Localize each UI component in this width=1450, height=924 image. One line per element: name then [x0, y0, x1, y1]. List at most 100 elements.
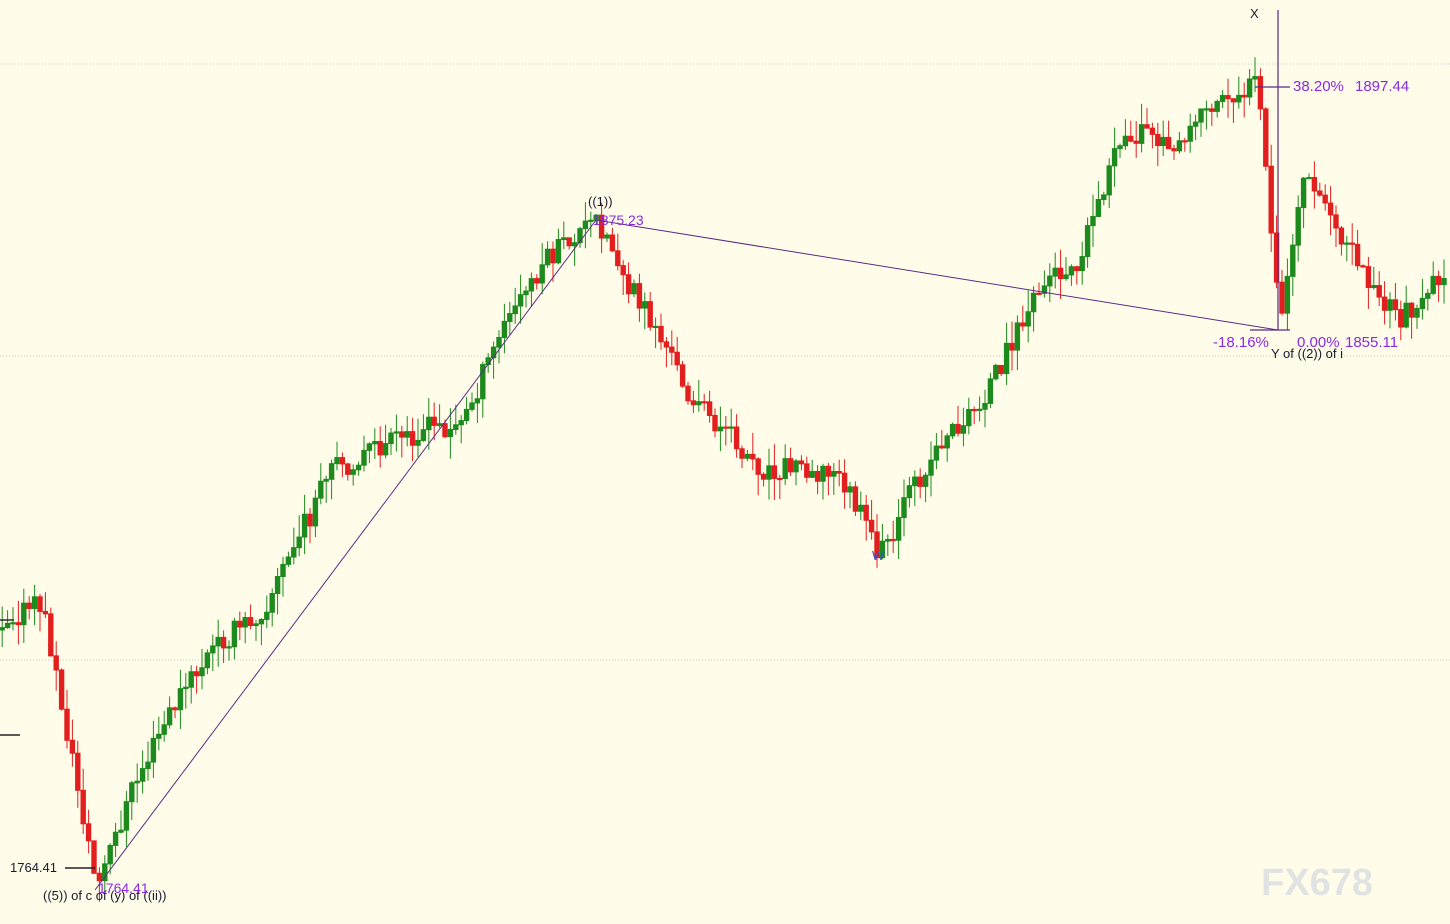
- candle-body[interactable]: [1220, 96, 1224, 102]
- candle-body[interactable]: [734, 427, 738, 449]
- candle-body[interactable]: [670, 347, 674, 352]
- candle-body[interactable]: [454, 425, 458, 430]
- candle-body[interactable]: [238, 621, 242, 627]
- candle-body[interactable]: [1134, 141, 1138, 143]
- candle-body[interactable]: [1058, 268, 1062, 278]
- candle-body[interactable]: [686, 386, 690, 401]
- candle-body[interactable]: [783, 459, 787, 479]
- candle-body[interactable]: [610, 235, 614, 251]
- candle-body[interactable]: [675, 352, 679, 365]
- candle-body[interactable]: [443, 424, 447, 437]
- candle-body[interactable]: [1307, 178, 1311, 179]
- candle-body[interactable]: [648, 302, 652, 327]
- candle-body[interactable]: [729, 427, 733, 428]
- candle-body[interactable]: [923, 475, 927, 486]
- candle-body[interactable]: [653, 326, 657, 327]
- candle-body[interactable]: [913, 477, 917, 486]
- candle-body[interactable]: [470, 403, 474, 409]
- candle-body[interactable]: [119, 830, 123, 832]
- candle-body[interactable]: [794, 461, 798, 472]
- candle-body[interactable]: [886, 539, 890, 541]
- candle-body[interactable]: [1285, 276, 1289, 313]
- candle-body[interactable]: [1269, 166, 1273, 233]
- candle-body[interactable]: [1096, 199, 1100, 216]
- candle-body[interactable]: [751, 454, 755, 459]
- candle-body[interactable]: [956, 424, 960, 433]
- candle-body[interactable]: [1291, 245, 1295, 276]
- candle-body[interactable]: [1026, 312, 1030, 326]
- candle-body[interactable]: [1150, 128, 1154, 134]
- candle-body[interactable]: [70, 740, 74, 753]
- candle-body[interactable]: [383, 444, 387, 455]
- candle-body[interactable]: [583, 221, 587, 229]
- candle-body[interactable]: [1350, 243, 1354, 244]
- candle-body[interactable]: [151, 738, 155, 762]
- candle-body[interactable]: [1139, 125, 1143, 144]
- candle-body[interactable]: [994, 365, 998, 378]
- candle-body[interactable]: [81, 790, 85, 823]
- candle-body[interactable]: [1015, 323, 1019, 350]
- candle-body[interactable]: [1183, 141, 1187, 142]
- candle-body[interactable]: [815, 471, 819, 481]
- candle-body[interactable]: [972, 409, 976, 410]
- candle-body[interactable]: [626, 275, 630, 294]
- candle-body[interactable]: [1064, 275, 1068, 279]
- candle-body[interactable]: [1426, 293, 1430, 298]
- candle-body[interactable]: [0, 628, 4, 630]
- candle-body[interactable]: [643, 302, 647, 308]
- candle-body[interactable]: [988, 379, 992, 404]
- candle-body[interactable]: [929, 460, 933, 475]
- candle-body[interactable]: [356, 465, 360, 470]
- candle-body[interactable]: [140, 769, 144, 782]
- candle-body[interactable]: [286, 557, 290, 564]
- candle-body[interactable]: [853, 487, 857, 511]
- candle-body[interactable]: [950, 424, 954, 435]
- candle-body[interactable]: [351, 470, 355, 475]
- candle-body[interactable]: [540, 265, 544, 283]
- candle-body[interactable]: [1080, 257, 1084, 271]
- candle-body[interactable]: [891, 539, 895, 540]
- candle-body[interactable]: [772, 466, 776, 479]
- candle-body[interactable]: [54, 656, 58, 670]
- candle-body[interactable]: [562, 238, 566, 240]
- candle-body[interactable]: [432, 417, 436, 425]
- candle-body[interactable]: [999, 365, 1003, 373]
- candle-body[interactable]: [346, 464, 350, 474]
- candle-body[interactable]: [1161, 137, 1165, 145]
- candle-body[interactable]: [1129, 136, 1133, 141]
- candle-body[interactable]: [1177, 141, 1181, 151]
- candle-body[interactable]: [745, 454, 749, 458]
- candle-body[interactable]: [778, 478, 782, 479]
- candle-body[interactable]: [691, 401, 695, 405]
- candle-body[interactable]: [1388, 300, 1392, 311]
- candle-body[interactable]: [713, 415, 717, 430]
- candle-body[interactable]: [130, 783, 134, 802]
- candle-body[interactable]: [200, 668, 204, 676]
- candle-body[interactable]: [410, 432, 414, 446]
- candle-body[interactable]: [1431, 276, 1435, 293]
- candle-body[interactable]: [248, 618, 252, 626]
- candle-body[interactable]: [859, 505, 863, 511]
- candle-body[interactable]: [189, 672, 193, 687]
- candle-body[interactable]: [1156, 134, 1160, 145]
- candle-body[interactable]: [1334, 215, 1338, 228]
- candle-body[interactable]: [1258, 77, 1262, 109]
- candle-body[interactable]: [945, 436, 949, 448]
- candle-body[interactable]: [16, 623, 20, 625]
- candle-body[interactable]: [632, 284, 636, 294]
- candle-body[interactable]: [378, 442, 382, 455]
- candle-body[interactable]: [1210, 109, 1214, 112]
- candle-body[interactable]: [302, 514, 306, 537]
- candle-body[interactable]: [961, 426, 965, 434]
- candle-body[interactable]: [1031, 293, 1035, 311]
- candle-body[interactable]: [680, 365, 684, 386]
- candle-body[interactable]: [940, 446, 944, 448]
- candle-body[interactable]: [313, 498, 317, 526]
- candle-body[interactable]: [896, 518, 900, 541]
- candle-body[interactable]: [427, 417, 431, 429]
- candle-body[interactable]: [1188, 126, 1192, 141]
- candle-body[interactable]: [194, 672, 198, 676]
- candle-body[interactable]: [1112, 149, 1116, 166]
- candle-body[interactable]: [616, 251, 620, 266]
- candle-body[interactable]: [270, 594, 274, 613]
